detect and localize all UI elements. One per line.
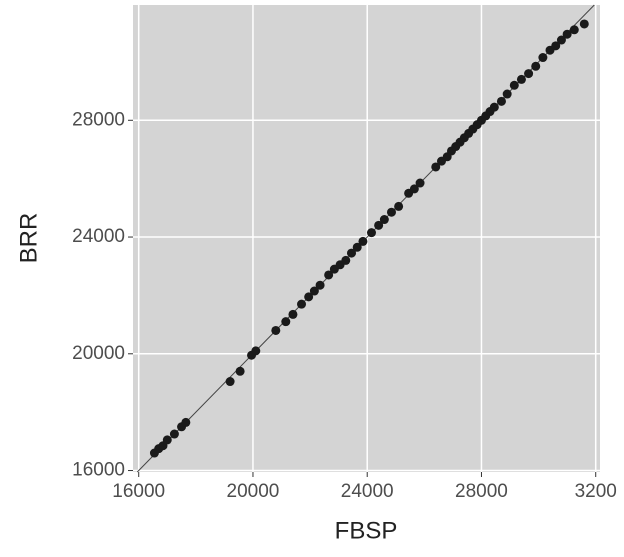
- point: [162, 435, 172, 445]
- y-tick-label: 20000: [72, 343, 125, 364]
- point: [352, 242, 362, 252]
- x-tick-label: 28000: [455, 481, 508, 502]
- point: [251, 346, 261, 356]
- point: [225, 377, 235, 387]
- point: [347, 248, 357, 258]
- point: [304, 292, 314, 302]
- point: [489, 102, 499, 112]
- point: [309, 286, 319, 296]
- x-tick-label: 3200: [575, 481, 617, 502]
- point: [524, 69, 534, 79]
- point: [496, 96, 506, 106]
- point: [379, 215, 389, 225]
- point: [366, 228, 376, 238]
- point: [297, 299, 307, 309]
- point: [341, 255, 351, 265]
- point: [431, 162, 441, 172]
- point: [509, 80, 519, 90]
- point: [235, 366, 245, 376]
- point: [569, 25, 579, 35]
- point: [324, 270, 334, 280]
- point: [169, 429, 179, 439]
- point: [516, 74, 526, 84]
- x-axis-title: FBSP: [335, 517, 398, 544]
- point: [502, 89, 512, 99]
- point: [386, 207, 396, 217]
- point: [531, 61, 541, 71]
- point: [281, 317, 291, 327]
- x-tick-label: 24000: [341, 481, 394, 502]
- point: [271, 325, 281, 335]
- point: [415, 178, 425, 188]
- point: [409, 184, 419, 194]
- y-tick-label: 24000: [72, 226, 125, 247]
- point: [538, 53, 548, 63]
- point: [394, 201, 404, 211]
- point: [556, 35, 566, 45]
- point: [374, 220, 384, 230]
- point: [579, 19, 589, 29]
- point: [551, 41, 561, 51]
- point: [181, 417, 191, 427]
- x-tick-label: 16000: [112, 481, 165, 502]
- y-axis-title: BRR: [15, 213, 42, 264]
- x-tick-label: 20000: [227, 481, 280, 502]
- point: [315, 280, 325, 290]
- point: [562, 29, 572, 39]
- point: [358, 236, 368, 246]
- point: [288, 309, 298, 319]
- y-tick-label: 28000: [72, 109, 125, 130]
- y-tick-label: 16000: [72, 460, 125, 481]
